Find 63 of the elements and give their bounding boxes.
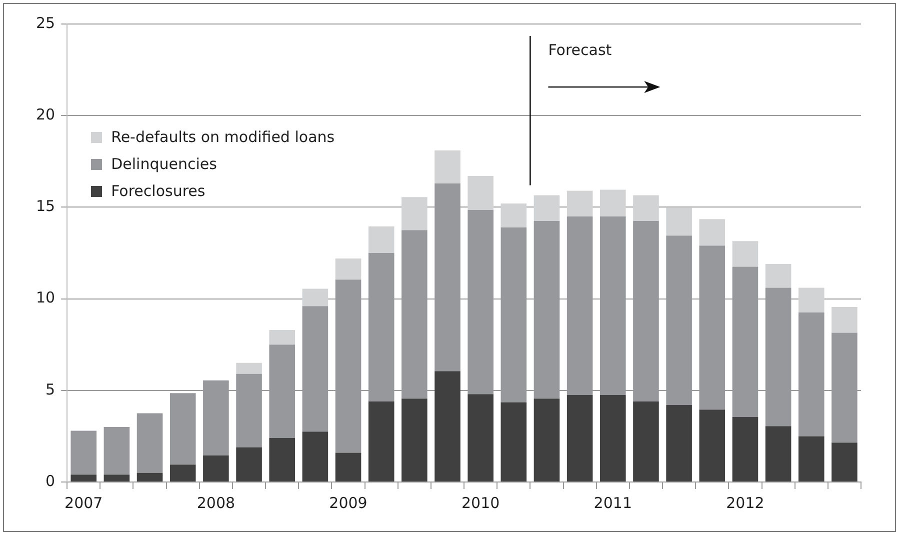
bar	[732, 416, 758, 482]
bar	[70, 474, 97, 482]
bar	[666, 207, 692, 236]
x-tick-label: 2008	[196, 494, 236, 512]
bar	[832, 442, 858, 482]
bar	[666, 405, 692, 482]
bar	[500, 402, 527, 482]
x-tick-label: 2009	[329, 494, 368, 512]
bar	[136, 472, 163, 482]
legend-label: Foreclosures	[111, 182, 206, 200]
bar	[633, 401, 659, 482]
bar	[335, 452, 362, 482]
bar	[402, 398, 428, 482]
bar	[534, 398, 560, 482]
bar	[600, 190, 626, 216]
bar	[699, 219, 726, 246]
legend-label: Delinquencies	[111, 155, 217, 174]
bar	[798, 288, 824, 313]
bar	[633, 195, 659, 221]
y-tick-label: 0	[46, 472, 56, 490]
bar	[236, 362, 262, 374]
bar	[368, 226, 394, 253]
bar	[600, 394, 626, 482]
bar	[170, 464, 196, 482]
bar	[236, 447, 262, 482]
bar	[302, 432, 328, 482]
x-tick-label: 2012	[726, 494, 764, 512]
bar	[534, 195, 560, 221]
bar	[434, 150, 460, 184]
bar	[368, 401, 394, 482]
bar	[402, 197, 428, 230]
bar	[468, 394, 494, 482]
bar	[302, 288, 328, 306]
bar	[832, 307, 858, 333]
bar	[269, 438, 296, 482]
bar	[699, 410, 726, 482]
y-tick-label: 20	[36, 105, 56, 124]
y-tick-label: 5	[46, 380, 56, 398]
bar	[136, 413, 163, 473]
bar	[468, 176, 494, 210]
bar	[104, 474, 130, 482]
bar	[566, 394, 593, 482]
bar	[104, 427, 130, 475]
bar	[765, 264, 792, 288]
y-tick-label: 15	[36, 197, 56, 216]
bar	[203, 455, 229, 482]
annotation: Forecast	[548, 41, 612, 59]
x-tick-label: 2010	[461, 494, 500, 512]
bar	[732, 241, 758, 267]
bar	[170, 393, 196, 465]
bar	[269, 330, 296, 345]
x-tick-label: 2007	[64, 494, 103, 512]
bar	[335, 258, 362, 280]
x-tick-label: 2011	[594, 494, 632, 512]
bar	[434, 371, 460, 482]
bar	[765, 426, 792, 482]
bar	[500, 204, 527, 228]
legend-label: Re-defaults on modified loans	[111, 128, 335, 146]
bar	[566, 190, 593, 216]
y-tick-label: 25	[36, 14, 56, 32]
bar	[70, 430, 97, 475]
bar	[798, 436, 824, 482]
y-tick-label: 10	[36, 288, 56, 307]
